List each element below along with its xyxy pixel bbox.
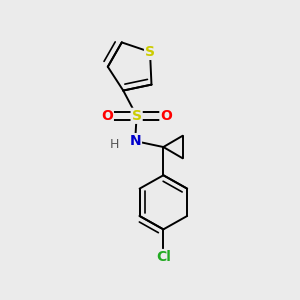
Text: S: S [145, 45, 155, 59]
Text: O: O [160, 109, 172, 123]
Text: Cl: Cl [156, 250, 171, 264]
Text: N: N [129, 134, 141, 148]
Text: S: S [132, 109, 142, 123]
Text: O: O [101, 109, 113, 123]
Text: H: H [110, 138, 120, 151]
